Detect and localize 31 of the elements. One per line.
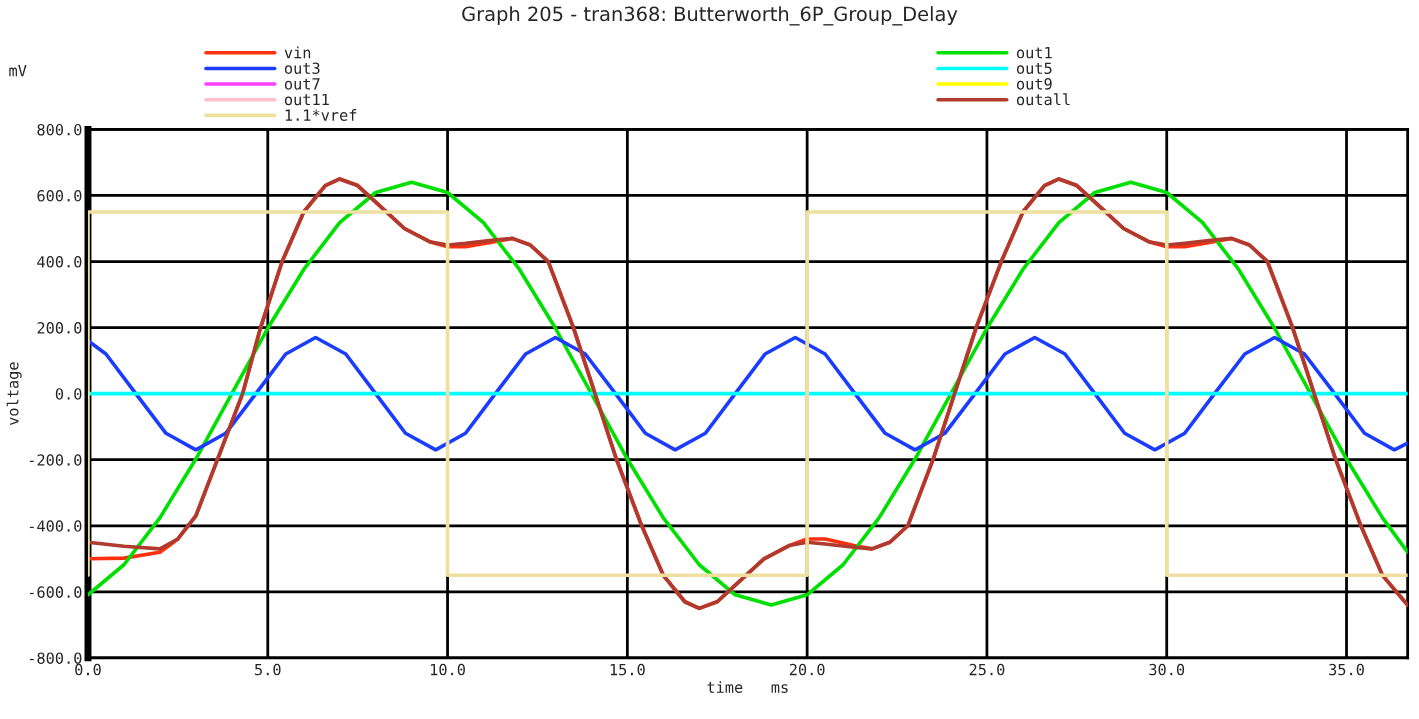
y-tick-label: -400.0 [29,520,82,532]
x-tick-label: 15.0 [610,663,645,676]
x-tick-label: 30.0 [1149,663,1185,676]
y-tick-label: 0.0 [55,388,82,400]
line-series [87,335,1408,452]
legend-label: out1 [1016,47,1052,59]
x-tick-label: 10.0 [431,663,465,676]
legend-label: outall [1016,93,1070,106]
x-tick-label: 25.0 [969,663,1005,676]
y-tick-label: 800.0 [37,123,82,136]
legend-label: 1.1*vref [285,109,357,121]
y-tick-label: 200.0 [37,322,82,334]
x-axis-title: time ms [707,681,788,693]
legend-label: vin [284,46,311,59]
x-tick-label: 0.0 [75,663,101,676]
legend-label: out11 [284,93,329,106]
legend-label: out5 [1016,62,1052,74]
legend-label: out9 [1016,78,1052,90]
y-tick-label: 400.0 [37,256,82,268]
y-tick-label: -600.0 [29,586,82,598]
y-tick-label: -200.0 [29,454,82,466]
legend-label: out3 [284,62,320,74]
y-tick-label: 600.0 [37,189,82,202]
y-tick-label: -800.0 [29,652,82,664]
text: mV [9,65,27,77]
x-tick-label: 35.0 [1329,663,1364,676]
y-axis-title: voltage [6,362,22,426]
chart-title: Graph 205 - tran368: Butterworth_6P_Group_Delay [462,6,958,26]
legend-label: out7 [284,78,320,90]
x-tick-label: 20.0 [789,663,825,676]
x-tick-label: 5.0 [255,663,281,676]
